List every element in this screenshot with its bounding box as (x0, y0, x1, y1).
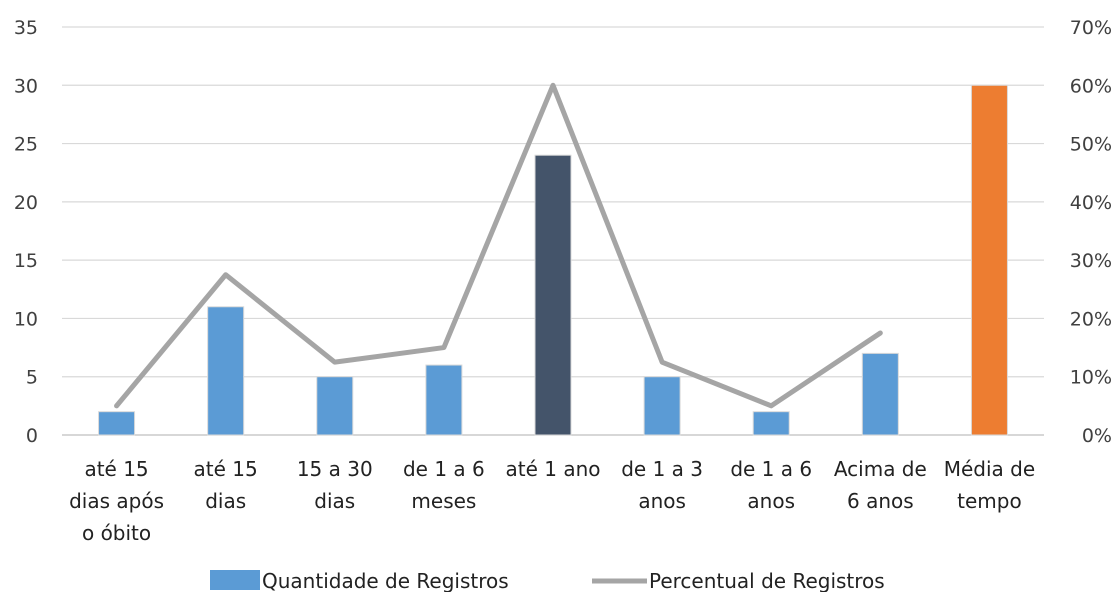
category-label: 15 a 30 (297, 457, 373, 481)
left-tick-label: 20 (14, 192, 38, 214)
bar (970, 84, 1008, 436)
bar (861, 352, 899, 436)
bar (643, 376, 681, 436)
category-label: de 1 a 3 (621, 457, 703, 481)
right-tick-label: 20% (1070, 308, 1112, 330)
right-tick-label: 70% (1070, 17, 1112, 39)
left-tick-label: 0 (26, 425, 38, 447)
left-tick-label: 35 (14, 17, 38, 39)
right-tick-label: 60% (1070, 75, 1112, 97)
category-label: Acima de (834, 457, 927, 481)
bar (752, 411, 790, 436)
legend: Quantidade de Registros Percentual de Reg… (210, 569, 885, 592)
right-axis: 0% 10% 20% 30% 40% 50% 60% 70% (1070, 17, 1112, 447)
bar (207, 306, 245, 436)
right-tick-label: 10% (1070, 367, 1112, 389)
category-label: até 15 (194, 457, 258, 481)
bar-series (98, 84, 1008, 436)
right-tick-label: 40% (1070, 192, 1112, 214)
category-label: dias (314, 489, 355, 513)
category-label: tempo (957, 489, 1022, 513)
bar (425, 364, 463, 436)
left-tick-label: 10 (14, 308, 38, 330)
line-path (114, 82, 883, 409)
bar (316, 376, 354, 436)
category-label: anos (747, 489, 795, 513)
legend-bar-swatch (210, 570, 260, 590)
category-label: 6 anos (847, 489, 914, 513)
left-axis: 0 5 10 15 20 25 30 35 (14, 17, 38, 447)
left-tick-label: 5 (26, 367, 38, 389)
right-tick-label: 50% (1070, 134, 1112, 156)
left-tick-label: 15 (14, 250, 38, 272)
right-tick-label: 30% (1070, 250, 1112, 272)
legend-line-label: Percentual de Registros (649, 569, 885, 592)
right-tick-label: 0% (1082, 425, 1112, 447)
category-label: dias (205, 489, 246, 513)
line-series (114, 82, 883, 409)
category-label: meses (411, 489, 476, 513)
left-tick-label: 25 (14, 134, 38, 156)
category-label: de 1 a 6 (730, 457, 812, 481)
category-label: Média de (944, 457, 1035, 481)
category-label: até 15 (84, 457, 148, 481)
category-label: de 1 a 6 (403, 457, 485, 481)
legend-bar-label: Quantidade de Registros (262, 569, 509, 592)
category-labels: até 15 dias após o óbito até 15 dias 15 a 30 d… (69, 457, 1035, 545)
left-tick-label: 30 (14, 75, 38, 97)
category-label: dias após (69, 489, 164, 513)
category-label: o óbito (82, 521, 151, 545)
bar (534, 154, 572, 436)
bar (98, 411, 136, 436)
category-label: anos (638, 489, 686, 513)
category-label: até 1 ano (505, 457, 600, 481)
